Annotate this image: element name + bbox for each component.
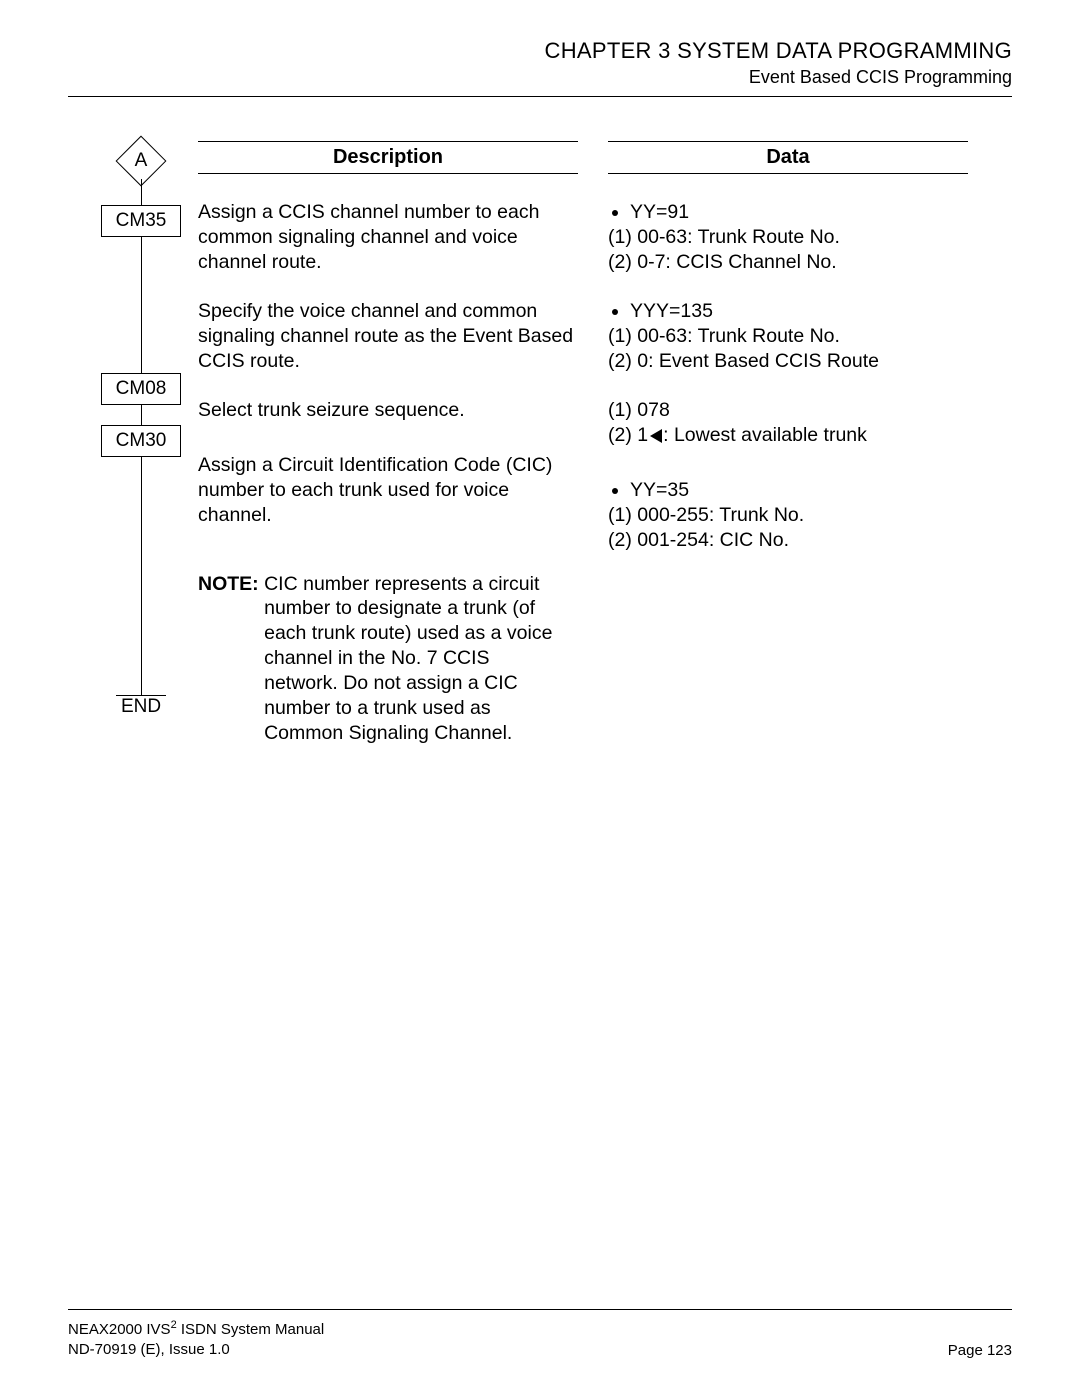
data-bullet: YYY=135 <box>630 299 968 324</box>
section-title: Event Based CCIS Programming <box>68 67 1012 88</box>
description-header: Description <box>198 141 578 174</box>
data-block: YY=91 (1) 00-63: Trunk Route No. (2) 0-7… <box>608 200 968 275</box>
note-label: NOTE: <box>198 573 259 595</box>
data-column: Data YY=91 (1) 00-63: Trunk Route No. (2… <box>608 141 968 746</box>
flow-step-cm35: CM35 <box>101 205 181 237</box>
note-text: CIC number represents a circuit number t… <box>264 572 556 747</box>
columns-wrapper: Description Assign a CCIS channel number… <box>198 141 1012 746</box>
footer-product-line: NEAX2000 IVS2 ISDN System Manual <box>68 1318 324 1340</box>
data-line-suffix: : Lowest available trunk <box>663 424 867 446</box>
footer-doc-id: ND-70919 (E), Issue 1.0 <box>68 1340 324 1360</box>
footer-product-b: ISDN System Manual <box>177 1321 325 1338</box>
description-block: Select trunk seizure sequence. <box>198 398 578 423</box>
left-triangle-icon <box>650 429 662 443</box>
data-line: (2) 0-7: CCIS Channel No. <box>608 250 968 275</box>
data-line: (1) 00-63: Trunk Route No. <box>608 225 968 250</box>
flow-end-label: END <box>116 695 166 718</box>
footer-product-a: NEAX2000 IVS <box>68 1321 171 1338</box>
page: CHAPTER 3 SYSTEM DATA PROGRAMMING Event … <box>0 0 1080 1397</box>
description-block: Specify the voice channel and common sig… <box>198 299 578 374</box>
data-bullet: YY=91 <box>630 200 968 225</box>
data-line-prefix: (2) 1 <box>608 424 648 446</box>
flow-step-cm30: CM30 <box>101 425 181 457</box>
data-line: (2) 1 : Lowest available trunk <box>608 423 968 448</box>
chapter-title: CHAPTER 3 SYSTEM DATA PROGRAMMING <box>68 38 1012 64</box>
footer-left: NEAX2000 IVS2 ISDN System Manual ND-7091… <box>68 1318 324 1359</box>
data-line: (2) 0: Event Based CCIS Route <box>608 349 968 374</box>
flowchart-column: A CM35 CM08 CM30 END <box>96 141 186 718</box>
data-line: (1) 078 <box>608 398 968 423</box>
data-block: (1) 078 (2) 1 : Lowest available trunk <box>608 398 968 448</box>
data-header: Data <box>608 141 968 174</box>
content-area: A CM35 CM08 CM30 END Description Assign … <box>68 141 1012 746</box>
data-block: YY=35 (1) 000-255: Trunk No. (2) 001-254… <box>608 478 968 553</box>
header-rule <box>68 96 1012 97</box>
flow-line <box>141 405 142 425</box>
note-block: NOTE: CIC number represents a circuit nu… <box>198 572 578 747</box>
page-header: CHAPTER 3 SYSTEM DATA PROGRAMMING Event … <box>68 38 1012 97</box>
description-block: Assign a CCIS channel number to each com… <box>198 200 578 275</box>
flow-step-cm08: CM08 <box>101 373 181 405</box>
page-footer: NEAX2000 IVS2 ISDN System Manual ND-7091… <box>68 1309 1012 1359</box>
data-line: (1) 000-255: Trunk No. <box>608 503 968 528</box>
description-block: Assign a Circuit Identification Code (CI… <box>198 453 578 528</box>
data-block: YYY=135 (1) 00-63: Trunk Route No. (2) 0… <box>608 299 968 374</box>
flow-line <box>141 237 142 373</box>
data-bullet: YY=35 <box>630 478 968 503</box>
flow-connector-a: A <box>116 136 167 187</box>
footer-row: NEAX2000 IVS2 ISDN System Manual ND-7091… <box>68 1318 1012 1359</box>
footer-page-number: Page 123 <box>948 1342 1012 1359</box>
description-column: Description Assign a CCIS channel number… <box>198 141 578 746</box>
data-line: (1) 00-63: Trunk Route No. <box>608 324 968 349</box>
footer-rule <box>68 1309 1012 1310</box>
flow-line <box>141 457 142 695</box>
data-line: (2) 001-254: CIC No. <box>608 528 968 553</box>
flow-connector-label: A <box>135 150 148 172</box>
